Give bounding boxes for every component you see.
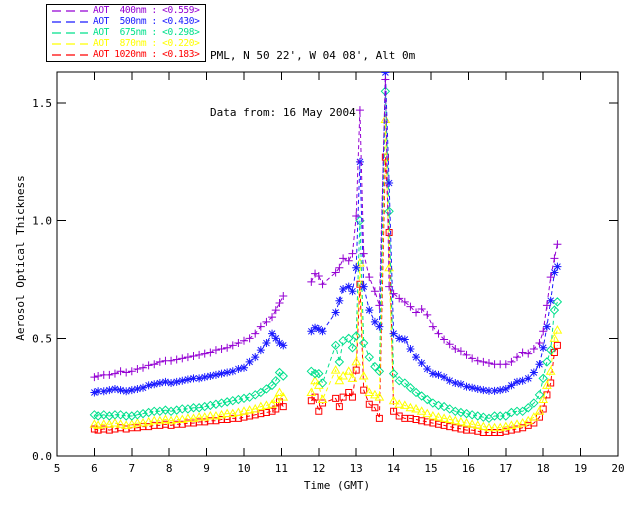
series-markers <box>90 153 561 436</box>
x-tick-label: 18 <box>537 462 550 475</box>
x-tick-label: 17 <box>499 462 512 475</box>
series-line <box>94 119 558 429</box>
legend-item-1020nm: AOT 1020nm : <0.183> <box>50 48 205 60</box>
x-axis-label: Time (GMT) <box>304 479 370 492</box>
y-tick-label: 1.0 <box>32 215 52 228</box>
y-tick-label: 1.5 <box>32 97 52 110</box>
x-tick-label: 7 <box>128 462 135 475</box>
series-870nm <box>89 114 563 432</box>
legend-line-sample <box>52 21 88 23</box>
legend-item-500nm: AOT 500nm : <0.430> <box>50 17 205 27</box>
series-markers <box>89 114 563 432</box>
x-tick-label: 13 <box>350 462 363 475</box>
y-tick-label: 0.5 <box>32 332 52 345</box>
series-1020nm <box>90 153 561 436</box>
x-tick-label: 9 <box>203 462 210 475</box>
y-axis-label: Aerosol Optical Thickness <box>14 175 27 341</box>
legend-item-400nm: AOT 400nm : <0.559> <box>50 6 205 16</box>
series-500nm <box>90 72 562 397</box>
legend-box: AOT 400nm : <0.559> AOT 500nm : <0.430> AO… <box>46 4 206 62</box>
series-markers <box>90 72 562 397</box>
legend-line-sample <box>52 32 88 34</box>
legend-label: AOT 675nm : <0.298> <box>93 26 200 38</box>
legend-label: AOT 870nm : <0.220> <box>93 37 200 49</box>
x-tick-label: 20 <box>611 462 624 475</box>
x-tick-label: 12 <box>312 462 325 475</box>
legend-line-sample <box>52 43 88 45</box>
x-tick-label: 6 <box>91 462 98 475</box>
x-tick-label: 14 <box>387 462 401 475</box>
legend-label: AOT 1020nm : <0.183> <box>93 48 200 60</box>
legend-label: AOT 500nm : <0.430> <box>93 16 200 28</box>
legend-item-675nm: AOT 675nm : <0.298> <box>50 26 205 38</box>
series-markers <box>90 75 562 382</box>
x-tick-label: 19 <box>574 462 587 475</box>
legend-item-870nm: AOT 870nm : <0.220> <box>50 37 205 49</box>
series-400nm <box>90 75 562 382</box>
plot-frame <box>56 71 619 457</box>
data-date: Data from: 16 May 2004 <box>210 106 356 119</box>
legend-line-sample <box>52 10 88 13</box>
series-675nm <box>89 86 563 424</box>
x-tick-label: 5 <box>54 462 61 475</box>
y-tick-label: 0.0 <box>32 450 52 463</box>
legend-label: AOT 400nm : <0.559> <box>93 5 200 17</box>
legend-line-sample <box>52 53 88 56</box>
x-tick-label: 10 <box>237 462 250 475</box>
x-tick-label: 11 <box>275 462 288 475</box>
series-markers <box>89 86 563 424</box>
station-info: PML, N 50 22', W 04 08', Alt 0m Data fro… <box>210 8 415 160</box>
station-location: PML, N 50 22', W 04 08', Alt 0m <box>210 49 416 62</box>
x-tick-label: 15 <box>424 462 437 475</box>
x-tick-label: 8 <box>166 462 173 475</box>
chart-layer: 5 6 7 8 9 10 11 12 13 14 15 16 17 18 19 20 0.0 0.5 1.0 1.5 <box>32 71 625 475</box>
x-tick-label: 16 <box>462 462 475 475</box>
